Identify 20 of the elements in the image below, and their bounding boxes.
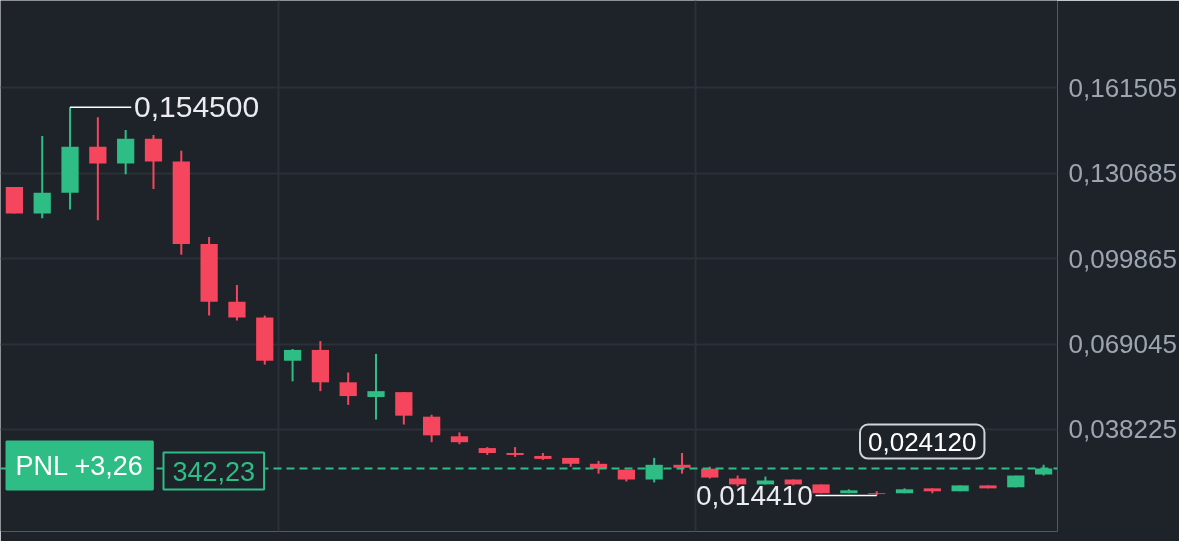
annotation: 342,23 <box>172 456 256 487</box>
y-tick-label: 0,069045 <box>1068 329 1177 360</box>
y-tick-label: 0,038225 <box>1068 414 1177 445</box>
candlestick <box>673 452 691 475</box>
y-tick-label: 0,130685 <box>1068 158 1177 189</box>
y-tick-label: 0,161505 <box>1068 72 1177 103</box>
ref-line-label: 0,024120 <box>868 426 977 457</box>
candlestick <box>89 116 107 222</box>
candlestick <box>283 347 302 383</box>
annotation: PNL +3,26 <box>15 450 143 481</box>
candlestick <box>367 352 385 421</box>
annotation: 0,014410 <box>695 479 813 511</box>
candlestick <box>33 134 51 220</box>
candlestick <box>228 284 246 322</box>
annotation: 0,154500 <box>134 90 260 124</box>
candlestick <box>339 371 357 406</box>
y-tick-label: 0,099865 <box>1068 243 1177 274</box>
candlestick <box>423 413 441 444</box>
candlestick <box>144 133 163 190</box>
candlestick <box>395 391 413 426</box>
